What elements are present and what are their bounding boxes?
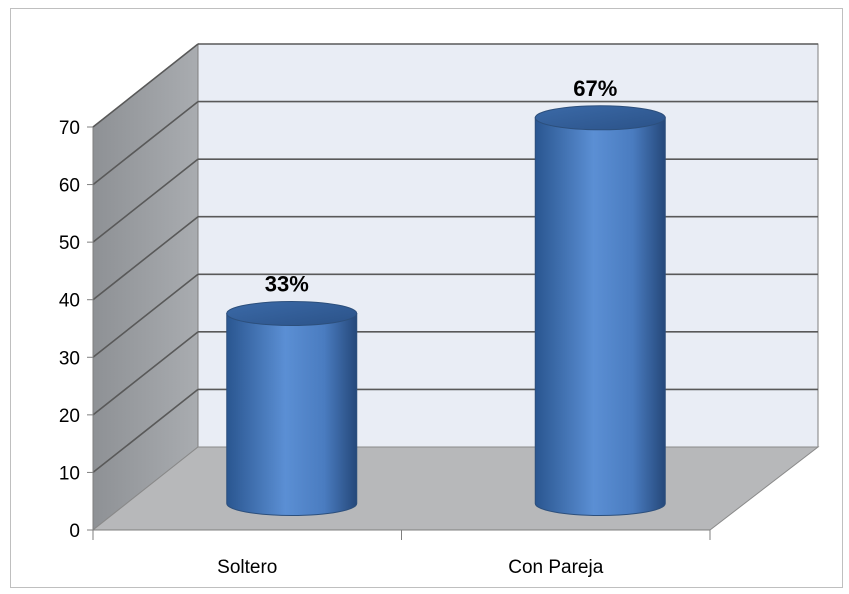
gridline-side <box>92 273 199 358</box>
chart-frame <box>10 8 843 588</box>
gridline-side <box>92 388 199 474</box>
bar-soltero <box>226 301 358 516</box>
gridline-side <box>92 43 199 128</box>
gridline-side <box>92 100 199 186</box>
y-axis: 0 10 20 30 40 50 60 70 <box>59 118 711 542</box>
gridlines <box>92 43 818 474</box>
y-tick-label: 10 <box>59 463 80 484</box>
y-tick-label: 30 <box>59 348 80 369</box>
chart-walls <box>91 42 820 532</box>
x-category-label: Con Pareja <box>508 557 603 578</box>
y-tick-label: 60 <box>59 176 80 197</box>
bar-body <box>226 313 358 516</box>
y-tick-label: 0 <box>69 521 80 542</box>
gridline-side <box>92 331 199 416</box>
bar-cap <box>226 301 358 327</box>
data-label: 67% <box>573 76 617 101</box>
y-tick-label: 20 <box>59 406 80 427</box>
y-tick-label: 50 <box>59 233 80 254</box>
y-tick-label: 40 <box>59 291 80 312</box>
y-tick-label: 70 <box>59 118 80 139</box>
gridline-side <box>92 158 199 243</box>
data-label: 33% <box>265 272 309 297</box>
labels: 33% Soltero 67% Con Pareja <box>217 76 617 578</box>
bar-body <box>534 117 666 516</box>
floor <box>91 446 820 531</box>
bar-cap <box>534 105 666 131</box>
bar-con-pareja <box>534 105 666 516</box>
bars <box>226 105 666 516</box>
gridline-side <box>92 216 199 301</box>
x-category-label: Soltero <box>217 557 277 578</box>
